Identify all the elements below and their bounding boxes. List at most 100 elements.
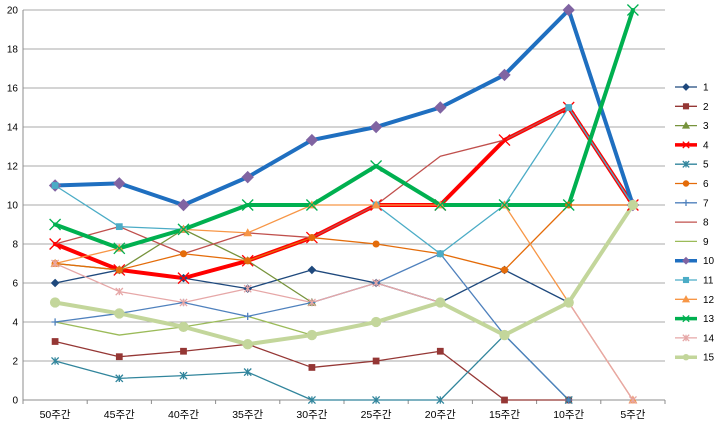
data-point-2: [51, 338, 59, 345]
data-point-6: [372, 240, 380, 248]
x-tick-label: 35주간: [232, 409, 263, 421]
y-tick-label: 16: [7, 84, 19, 95]
legend-marker-13: [682, 314, 690, 323]
data-point-5: [307, 395, 316, 405]
data-point-10: [241, 170, 254, 184]
legend-marker-5: [682, 160, 690, 168]
data-point-1: [307, 265, 317, 275]
data-point-15: [242, 339, 253, 350]
data-point-7: [565, 396, 573, 404]
x-tick-label: 10주간: [553, 409, 584, 421]
legend-marker-2: [682, 103, 690, 110]
data-point-11: [436, 250, 444, 258]
legend-label-10: 10: [703, 256, 715, 267]
legend-label-14: 14: [703, 333, 715, 344]
series-line-13: [53, 8, 635, 251]
x-tick-label: 40주간: [168, 409, 199, 421]
data-point-15: [49, 297, 61, 308]
x-tick-label: 50주간: [40, 409, 71, 421]
series-line-6: [54, 204, 634, 271]
data-point-13: [177, 223, 190, 236]
data-point-13: [370, 160, 383, 172]
data-point-15: [499, 329, 510, 341]
data-point-10: [305, 133, 319, 147]
series-line-10: [53, 8, 635, 207]
data-point-13: [305, 199, 318, 211]
data-point-14: [179, 298, 188, 307]
data-point-2: [372, 357, 380, 365]
data-point-6: [179, 250, 188, 258]
data-point-4: [49, 238, 62, 250]
data-point-7: [244, 312, 252, 320]
data-point-15: [306, 329, 318, 341]
y-tick-label: 14: [7, 123, 19, 134]
y-tick-label: 18: [7, 45, 19, 56]
legend-marker-7: [682, 199, 690, 206]
data-point-13: [113, 242, 126, 255]
data-point-6: [500, 266, 509, 274]
data-point-11: [565, 104, 573, 111]
data-point-1: [50, 278, 60, 288]
data-point-14: [51, 259, 60, 268]
legend-marker-4: [682, 141, 690, 149]
legend-marker-11: [682, 276, 690, 284]
legend-marker-3: [681, 121, 691, 129]
data-point-10: [369, 120, 383, 134]
data-point-14: [307, 298, 316, 307]
data-point-11: [115, 223, 123, 231]
data-point-5: [436, 395, 445, 405]
x-tick-label: 30주간: [296, 409, 327, 421]
legend-label-5: 5: [703, 160, 709, 171]
legend-marker-15: [682, 353, 690, 361]
data-point-13: [49, 218, 62, 231]
data-point-13: [498, 199, 511, 211]
data-point-10: [113, 177, 126, 190]
y-tick-label: 6: [12, 279, 18, 290]
data-point-10: [177, 198, 190, 212]
legend-label-7: 7: [703, 198, 709, 209]
data-point-13: [562, 199, 575, 211]
data-point-5: [115, 374, 124, 383]
legend-label-4: 4: [703, 140, 709, 151]
data-point-10: [562, 3, 575, 17]
data-point-15: [563, 297, 574, 308]
legend-label-12: 12: [703, 295, 715, 306]
data-point-6: [244, 257, 252, 265]
data-point-14: [372, 278, 381, 288]
legend-label-6: 6: [703, 179, 709, 190]
legend-label-15: 15: [703, 353, 715, 364]
y-tick-label: 20: [7, 6, 19, 17]
data-point-12: [243, 228, 253, 237]
legend-label-3: 3: [703, 121, 709, 132]
legend-label-1: 1: [703, 83, 709, 94]
legend-label-13: 13: [703, 314, 715, 325]
y-tick-label: 8: [12, 240, 18, 251]
data-point-6: [308, 234, 316, 242]
data-point-14: [628, 395, 637, 405]
y-tick-label: 10: [7, 201, 19, 212]
data-point-14: [115, 287, 124, 296]
data-point-4: [498, 134, 511, 147]
legend-label-11: 11: [703, 276, 714, 287]
data-point-5: [243, 368, 252, 377]
data-point-6: [115, 266, 123, 274]
series-line-15: [53, 203, 635, 347]
data-point-15: [114, 308, 125, 319]
y-tick-label: 0: [12, 396, 18, 407]
legend-label-8: 8: [703, 218, 709, 229]
x-tick-label: 15주간: [489, 409, 520, 421]
x-tick-label: 45주간: [104, 409, 135, 421]
data-point-5: [51, 356, 60, 366]
data-point-15: [178, 321, 189, 333]
legend-label-2: 2: [703, 102, 709, 113]
data-point-12: [371, 200, 381, 209]
data-point-13: [626, 4, 639, 16]
legend-marker-6: [682, 180, 690, 187]
data-point-13: [434, 199, 447, 211]
data-point-2: [501, 396, 508, 404]
legend-marker-1: [682, 83, 690, 91]
data-point-15: [627, 199, 639, 211]
data-point-14: [243, 284, 252, 293]
